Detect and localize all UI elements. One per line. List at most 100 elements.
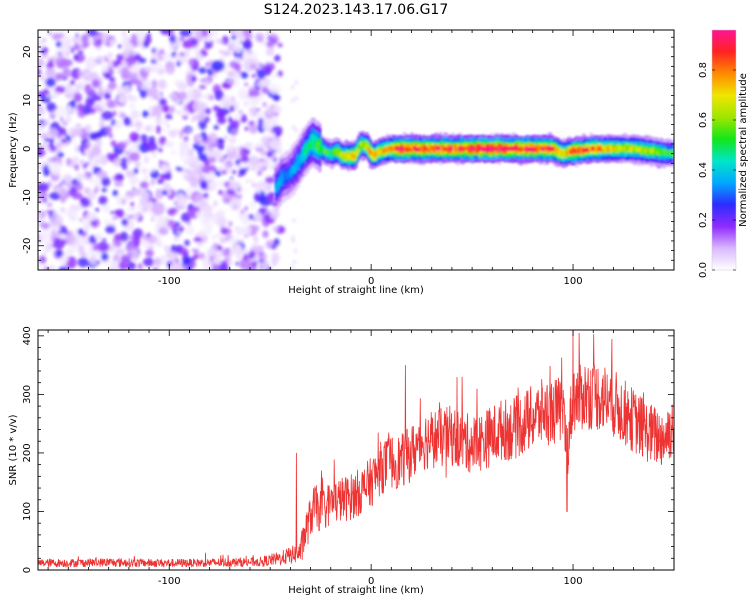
ridge-cell xyxy=(327,150,331,155)
noise-blob xyxy=(39,214,43,218)
noise-blob xyxy=(151,202,165,216)
noise-blob xyxy=(121,30,127,38)
noise-blob xyxy=(150,236,158,244)
spectrogram-noise xyxy=(38,30,298,270)
noise-blob xyxy=(101,110,114,121)
ridge-cell xyxy=(332,149,336,155)
noise-blob xyxy=(183,135,189,142)
noise-blob xyxy=(248,213,254,220)
noise-blob xyxy=(251,182,257,188)
ridge-cell xyxy=(614,147,618,152)
ridge-cell xyxy=(305,144,309,152)
noise-blob xyxy=(230,119,240,128)
noise-blob xyxy=(179,109,190,117)
ridge-cell xyxy=(589,146,593,151)
noise-blob xyxy=(48,59,54,67)
ridge-cell xyxy=(383,148,387,153)
ridge-cell xyxy=(459,145,464,151)
ridge-cell xyxy=(287,171,291,180)
snr-y-label: SNR (10 * v/v) xyxy=(8,414,19,485)
noise-blob xyxy=(176,98,181,105)
ridge-cell xyxy=(547,145,551,151)
noise-blob xyxy=(127,95,138,102)
noise-blob xyxy=(64,118,70,124)
noise-blob xyxy=(139,89,148,99)
noise-blob xyxy=(109,220,115,227)
noise-blob xyxy=(131,33,138,45)
ridge-cell xyxy=(659,149,664,155)
ridge-cell xyxy=(565,150,569,156)
ridge-cell xyxy=(585,147,589,152)
noise-blob xyxy=(192,114,196,121)
noise-blob xyxy=(155,124,162,135)
ridge-cell xyxy=(405,147,409,152)
noise-blob xyxy=(266,150,273,158)
ridge-cell xyxy=(556,148,560,153)
ridge-cell xyxy=(429,146,433,151)
snr-panel: -100 0 100 0 100 200 300 400 Height of straigh… xyxy=(8,326,675,596)
ridge-cell xyxy=(392,146,396,152)
noise-blob xyxy=(224,163,230,171)
noise-blob xyxy=(160,30,172,35)
noise-blob xyxy=(77,228,84,236)
y-tick-label: 400 xyxy=(22,326,33,345)
noise-blob xyxy=(118,260,128,270)
noise-blob xyxy=(101,202,110,213)
ridge-cell xyxy=(352,154,356,159)
noise-blob xyxy=(201,94,208,99)
noise-blob xyxy=(84,83,92,94)
ridge-cell xyxy=(530,147,535,152)
ridge-cell xyxy=(578,148,582,153)
ridge-cell xyxy=(467,147,471,152)
noise-blob xyxy=(183,51,189,57)
noise-blob xyxy=(150,197,157,204)
ridge-cell xyxy=(343,153,347,158)
noise-blob xyxy=(202,217,210,223)
noise-blob xyxy=(184,160,189,166)
ridge-cell xyxy=(289,169,293,177)
noise-blob xyxy=(48,142,54,149)
noise-blob xyxy=(198,189,206,194)
noise-blob xyxy=(263,77,271,88)
noise-blob xyxy=(267,192,276,202)
ridge-cell xyxy=(627,146,631,151)
ridge-cell xyxy=(668,150,673,155)
ridge-cell xyxy=(610,146,615,152)
noise-blob xyxy=(111,215,119,221)
noise-blob xyxy=(262,120,270,131)
ridge-cell xyxy=(583,148,587,153)
ridge-cell xyxy=(596,147,600,152)
noise-blob xyxy=(162,127,168,133)
noise-blob xyxy=(126,251,132,260)
noise-blob xyxy=(109,210,115,214)
noise-blob xyxy=(45,93,49,99)
ridge-cell xyxy=(639,147,644,153)
noise-blob xyxy=(70,209,78,219)
noise-blob xyxy=(189,176,199,188)
noise-blob xyxy=(294,128,298,133)
noise-blob xyxy=(46,102,57,112)
noise-blob xyxy=(131,207,134,211)
ridge-cell xyxy=(607,146,611,152)
noise-blob xyxy=(60,196,66,203)
noise-blob xyxy=(90,88,96,95)
noise-blob xyxy=(141,168,148,174)
noise-blob xyxy=(239,248,244,255)
noise-blob xyxy=(291,98,295,103)
ridge-cell xyxy=(563,150,567,156)
noise-blob xyxy=(227,181,242,190)
noise-blob xyxy=(204,107,211,115)
noise-blob xyxy=(125,242,133,251)
noise-blob xyxy=(77,184,84,190)
noise-blob xyxy=(150,59,157,64)
noise-blob xyxy=(117,44,122,49)
noise-blob xyxy=(264,176,276,184)
ridge-cell xyxy=(612,146,616,151)
noise-blob xyxy=(106,152,114,161)
ridge-cell xyxy=(494,146,498,151)
noise-blob xyxy=(266,106,274,115)
noise-blob xyxy=(41,142,49,149)
noise-blob xyxy=(211,264,221,270)
noise-blob xyxy=(249,124,258,134)
